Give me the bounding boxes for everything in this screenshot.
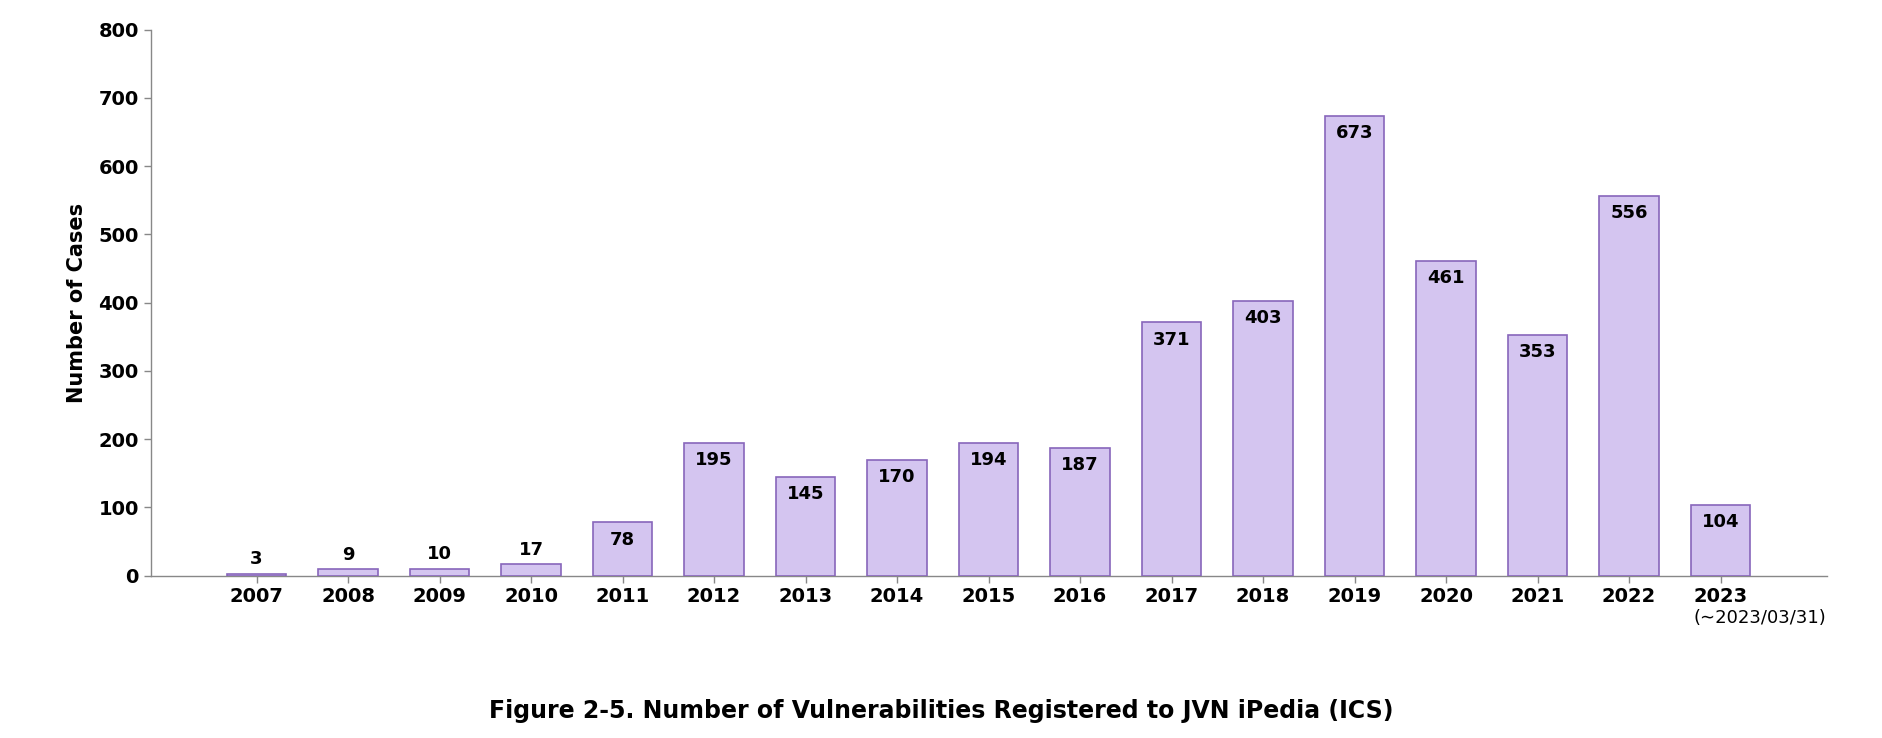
Bar: [318, 570, 378, 576]
Text: 170: 170: [877, 468, 915, 486]
Bar: [1690, 505, 1750, 576]
Bar: [1507, 334, 1566, 576]
Bar: [868, 460, 926, 576]
Y-axis label: Number of Cases: Number of Cases: [68, 202, 87, 403]
Text: 403: 403: [1244, 308, 1282, 327]
Text: 3: 3: [250, 550, 263, 568]
Text: 673: 673: [1334, 125, 1372, 142]
Text: 353: 353: [1519, 343, 1556, 361]
Text: 371: 371: [1152, 331, 1189, 348]
Text: 9: 9: [343, 546, 354, 564]
Bar: [226, 573, 286, 576]
Text: 194: 194: [969, 452, 1007, 469]
Bar: [958, 444, 1018, 576]
Bar: [683, 443, 743, 576]
Text: Figure 2-5. Number of Vulnerabilities Registered to JVN iPedia (ICS): Figure 2-5. Number of Vulnerabilities Re…: [489, 699, 1393, 723]
Text: 17: 17: [518, 540, 544, 559]
Text: 104: 104: [1701, 513, 1739, 531]
Text: 145: 145: [787, 485, 824, 503]
Bar: [1140, 323, 1201, 576]
Bar: [1050, 448, 1108, 576]
Text: 78: 78: [610, 531, 634, 548]
Bar: [501, 564, 561, 576]
Bar: [1415, 261, 1475, 576]
Text: 461: 461: [1427, 269, 1464, 287]
Bar: [593, 523, 651, 576]
Text: 187: 187: [1061, 456, 1099, 475]
Text: (∼2023/03/31): (∼2023/03/31): [1694, 609, 1826, 627]
Text: 556: 556: [1609, 204, 1647, 222]
Text: 195: 195: [694, 451, 732, 469]
Text: 10: 10: [427, 545, 452, 563]
Bar: [1598, 196, 1658, 576]
Bar: [410, 569, 469, 576]
Bar: [1325, 116, 1383, 576]
Bar: [775, 477, 836, 576]
Bar: [1233, 300, 1293, 576]
